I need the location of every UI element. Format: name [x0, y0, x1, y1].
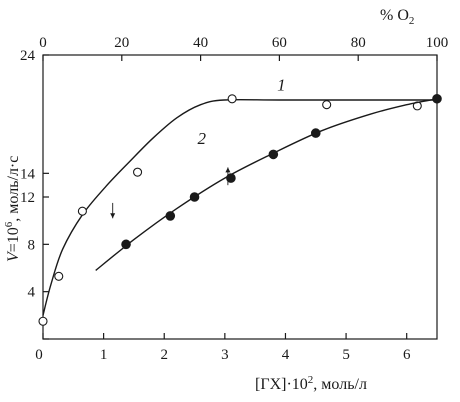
y-title-part-2: , моль/л·с: [5, 156, 22, 222]
x-tick-label: 6: [403, 347, 411, 363]
series-layer: 12: [38, 76, 442, 326]
series-1-curve: [42, 98, 437, 316]
x2-tick-label: 40: [193, 35, 208, 51]
y-tick-label: 12: [20, 190, 35, 206]
x2-title-part-1: % O: [380, 7, 409, 24]
y-tick-label: 4: [28, 285, 36, 301]
x-tick-label: 2: [160, 347, 168, 363]
series-1-point: [54, 271, 64, 281]
x2-tick-label: 20: [114, 35, 129, 51]
series-1-point: [133, 167, 143, 177]
x-axis-ticks: 1 2 3 4 5 6 0: [35, 333, 411, 363]
x-axis-title: [ГХ]·102, моль/л: [255, 374, 367, 393]
y-axis-title: V=106, моль/л·с: [3, 156, 22, 262]
x-title-part-1: [ГХ]·10: [255, 376, 308, 393]
x-tick-label: 1: [100, 347, 108, 363]
series-2-label: 2: [198, 129, 207, 148]
series-2-point: [432, 93, 442, 104]
series-1-label: 1: [277, 76, 286, 95]
x2-axis-ticks: 0 20 40 60 80 100: [39, 35, 448, 61]
x2-axis-title: % O2: [380, 7, 414, 27]
series-2-point: [165, 211, 176, 221]
y-tick-label: 14: [20, 166, 36, 182]
x2-tick-label: 60: [272, 35, 287, 51]
x2-tick-label: 0: [39, 35, 47, 51]
arrow-head: [110, 213, 116, 219]
x-tick-label: 0: [35, 347, 43, 363]
series-1-point: [77, 206, 87, 216]
series-2-point: [189, 192, 200, 202]
series-2-curve: [95, 98, 438, 271]
series-1-point: [322, 100, 332, 110]
y-title-part-1: =10: [5, 227, 22, 252]
series-2-point: [310, 128, 321, 138]
series-2-point: [226, 173, 236, 183]
plot-frame: [42, 54, 438, 340]
x-tick-label: 4: [282, 347, 290, 363]
x-tick-label: 3: [221, 347, 229, 363]
x2-tick-label: 80: [351, 35, 366, 51]
y-axis-ticks: 4 8 12 14 24: [20, 48, 49, 340]
y-tick-label: 24: [20, 48, 36, 64]
series-1-point: [38, 316, 48, 326]
series-2-point: [268, 149, 279, 160]
series-2-point: [121, 239, 131, 250]
series-1-point: [227, 94, 237, 104]
x-tick-label: 5: [342, 347, 350, 363]
x2-tick-label: 100: [426, 35, 449, 51]
x2-title-subscript: 2: [409, 15, 415, 27]
x-title-superscript: 2: [308, 374, 314, 386]
y-title-variable: V: [5, 250, 22, 262]
x-title-part-2: , моль/л: [313, 376, 367, 393]
annotation-layer: [110, 167, 231, 219]
y-title-superscript: 6: [3, 221, 15, 227]
arrow-head: [225, 167, 231, 173]
y-tick-label: 8: [28, 237, 36, 253]
